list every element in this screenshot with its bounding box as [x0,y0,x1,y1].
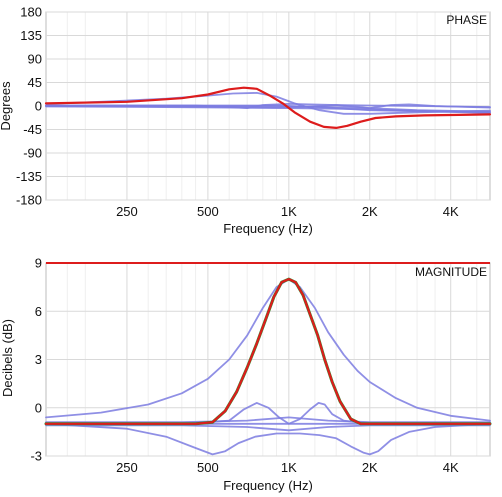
phase-y-tick-label: 180 [20,5,42,20]
magnitude-x-tick-label: 250 [116,460,138,475]
magnitude-y-ticks: 9 6 3 0 -3 [30,256,42,464]
phase-y-ticks: 180 135 90 45 0 -45 -90 -135 -180 [16,5,42,208]
phase-x-tick-label: 4K [443,204,459,219]
magnitude-y-tick-label: 0 [35,400,42,415]
phase-x-tick-label: 250 [116,204,138,219]
magnitude-component-curve [45,402,491,425]
magnitude-title: MAGNITUDE [415,265,487,279]
magnitude-x-tick-label: 500 [197,460,219,475]
phase-x-tick-label: 2K [362,204,378,219]
magnitude-component-curve [45,416,491,424]
magnitude-y-axis-label: Decibels (dB) [0,319,15,397]
magnitude-component-curve [45,422,491,456]
phase-title: PHASE [446,13,487,27]
phase-y-tick-label: 135 [20,28,42,43]
magnitude-y-tick-label: -3 [30,449,42,464]
phase-y-tick-label: 0 [35,99,42,114]
magnitude-x-tick-label: 2K [362,460,378,475]
phase-y-tick-label: -90 [23,146,42,161]
magnitude-y-tick-label: 3 [35,352,42,367]
magnitude-x-tick-label: 1K [281,460,297,475]
magnitude-series-group [44,262,492,456]
magnitude-x-tick-label: 4K [443,460,459,475]
phase-y-tick-label: 90 [28,52,42,67]
phase-x-tick-label: 1K [281,204,297,219]
phase-x-axis-label: Frequency (Hz) [223,221,313,236]
magnitude-x-axis-label: Frequency (Hz) [223,478,313,493]
phase-y-tick-label: -180 [16,193,42,208]
phase-y-tick-label: 45 [28,75,42,90]
phase-y-tick-label: -135 [16,169,42,184]
phase-x-ticks: 250 500 1K 2K 4K [116,204,459,219]
phase-component-curve [45,104,491,114]
phase-total-curve [44,86,492,129]
magnitude-y-tick-label: 9 [35,256,42,271]
magnitude-x-ticks: 250 500 1K 2K 4K [116,460,459,475]
phase-series-group [44,86,492,129]
phase-x-tick-label: 500 [197,204,219,219]
magnitude-y-tick-label: 6 [35,304,42,319]
magnitude-component-curve [45,424,491,432]
phase-y-axis-label: Degrees [0,81,13,131]
magnitude-total-curve [44,278,492,425]
magnitude-panel: 9 6 3 0 -3 250 500 1K 2K 4K MAGNITUDE Frequency … [0,256,492,493]
phase-y-tick-label: -45 [23,122,42,137]
phase-panel: 180 135 90 45 0 -45 -90 -135 -180 250 500 1K 2K 4K P… [0,5,492,236]
